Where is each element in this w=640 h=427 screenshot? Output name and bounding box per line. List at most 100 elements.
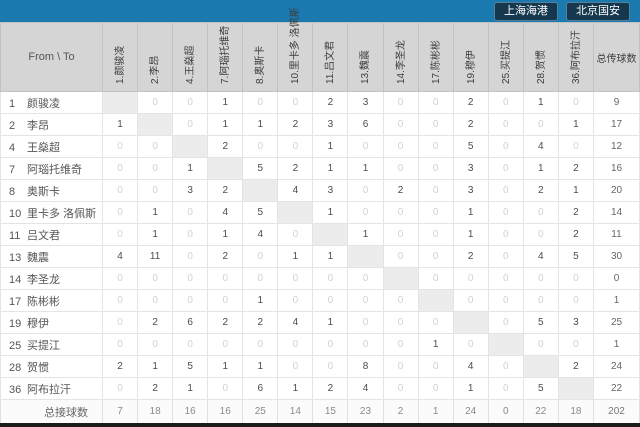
pass-count-cell: 2 <box>557 201 595 224</box>
pass-count-cell: 0 <box>277 333 314 356</box>
column-total-cell: 15 <box>312 399 349 426</box>
pass-count-cell: 0 <box>417 157 454 180</box>
row-total-cell: 17 <box>593 113 640 136</box>
pass-count-cell: 2 <box>312 377 349 400</box>
pass-count-cell: 5 <box>172 355 209 378</box>
pass-count-cell: 0 <box>487 201 524 224</box>
pass-count-cell: 1 <box>101 113 139 136</box>
totals-row: 总接球数 7 18 16 16 25 14 15 23 2 1 24 0 22 18 202 <box>0 399 640 426</box>
column-total-cell: 18 <box>557 399 595 426</box>
row-label-player: 4 王燊超 <box>0 135 103 158</box>
column-header-label: 11.吕文君 <box>325 40 337 84</box>
pass-count-cell: 0 <box>382 355 419 378</box>
pass-count-cell: 0 <box>242 135 279 158</box>
pass-count-cell <box>312 223 349 246</box>
pass-count-cell: 5 <box>557 245 595 268</box>
pass-count-cell: 0 <box>487 223 524 246</box>
pass-count-cell: 0 <box>382 311 419 334</box>
pass-count-cell: 0 <box>172 289 209 312</box>
pass-count-cell: 0 <box>277 223 314 246</box>
pass-count-cell <box>347 245 384 268</box>
pass-count-cell: 0 <box>312 267 349 290</box>
team-button-beijing-guoan[interactable]: 北京国安 <box>566 1 630 21</box>
pass-count-cell: 0 <box>417 245 454 268</box>
table-row: 7 阿瑙托维奇 0 0 1 5 2 1 1 0 0 3 0 1 2 16 <box>0 157 640 180</box>
table-row: 8 奥斯卡 0 0 3 2 4 3 0 2 0 3 0 2 1 20 <box>0 179 640 202</box>
pass-count-cell: 2 <box>557 355 595 378</box>
pass-count-cell <box>101 91 139 114</box>
pass-count-cell: 0 <box>487 113 524 136</box>
pass-count-cell: 4 <box>277 179 314 202</box>
pass-count-cell: 0 <box>172 223 209 246</box>
pass-count-cell: 1 <box>452 377 489 400</box>
pass-count-cell: 5 <box>522 377 559 400</box>
pass-count-cell: 0 <box>172 91 209 114</box>
pass-count-cell: 0 <box>382 377 419 400</box>
pass-count-cell <box>487 333 524 356</box>
row-total-cell: 24 <box>593 355 640 378</box>
pass-count-cell: 0 <box>417 267 454 290</box>
pass-count-cell: 1 <box>452 201 489 224</box>
total-received-row-label: 总接球数 <box>0 399 103 426</box>
corner-from-to-label: From \ To <box>0 22 103 92</box>
pass-count-cell: 0 <box>557 289 595 312</box>
pass-count-cell: 5 <box>522 311 559 334</box>
pass-count-cell: 1 <box>522 91 559 114</box>
pass-count-cell: 0 <box>557 91 595 114</box>
pass-count-cell: 0 <box>242 333 279 356</box>
pass-count-cell: 6 <box>172 311 209 334</box>
team-button-shanghai-port[interactable]: 上海海港 <box>494 1 558 21</box>
pass-count-cell: 6 <box>242 377 279 400</box>
column-header-label: 25.买提江 <box>500 40 512 84</box>
pass-count-cell: 0 <box>137 333 174 356</box>
pass-count-cell: 1 <box>312 245 349 268</box>
column-total-cell: 2 <box>382 399 419 426</box>
column-header-label: 8.奥斯卡 <box>255 45 267 84</box>
pass-count-cell <box>417 289 454 312</box>
pass-count-cell: 1 <box>347 157 384 180</box>
column-total-cell: 1 <box>417 399 454 426</box>
pass-count-cell: 0 <box>277 135 314 158</box>
pass-count-cell: 0 <box>487 311 524 334</box>
pass-count-cell: 3 <box>452 179 489 202</box>
pass-count-cell: 0 <box>417 223 454 246</box>
table-row: 13 魏震 4 11 0 2 0 1 1 0 0 2 0 4 5 30 <box>0 245 640 268</box>
pass-count-cell: 1 <box>277 245 314 268</box>
pass-count-cell: 0 <box>347 289 384 312</box>
column-header-label: 17.陈彬彬 <box>430 40 442 84</box>
column-header-player: 14.李圣龙 <box>382 22 419 92</box>
pass-count-cell: 0 <box>417 201 454 224</box>
pass-count-cell: 2 <box>207 135 244 158</box>
table-row: 4 王燊超 0 0 2 0 0 1 0 0 0 5 0 4 0 12 <box>0 135 640 158</box>
pass-count-cell: 0 <box>487 355 524 378</box>
pass-count-cell: 0 <box>242 91 279 114</box>
pass-count-cell: 0 <box>487 377 524 400</box>
pass-count-cell: 0 <box>347 179 384 202</box>
column-header-label: 28.贺惯 <box>535 50 547 84</box>
pass-count-cell: 0 <box>137 91 174 114</box>
pass-count-cell: 1 <box>137 223 174 246</box>
pass-count-cell: 0 <box>101 333 139 356</box>
pass-count-cell: 4 <box>347 377 384 400</box>
pass-count-cell: 0 <box>487 157 524 180</box>
pass-count-cell: 1 <box>522 157 559 180</box>
pass-count-cell: 0 <box>101 201 139 224</box>
pass-count-cell: 2 <box>137 377 174 400</box>
row-total-cell: 12 <box>593 135 640 158</box>
pass-count-cell: 0 <box>417 355 454 378</box>
pass-count-cell: 3 <box>557 311 595 334</box>
column-header-label: 1.颜骏凌 <box>115 45 127 84</box>
pass-count-cell: 0 <box>522 289 559 312</box>
pass-count-cell: 0 <box>452 333 489 356</box>
pass-count-cell: 0 <box>277 289 314 312</box>
pass-count-cell <box>172 135 209 158</box>
row-total-cell: 20 <box>593 179 640 202</box>
pass-count-cell: 1 <box>312 135 349 158</box>
row-label-player: 8 奥斯卡 <box>0 179 103 202</box>
row-total-cell: 1 <box>593 333 640 356</box>
column-header-label: 14.李圣龙 <box>395 40 407 84</box>
pass-count-cell: 3 <box>312 179 349 202</box>
row-label-player: 7 阿瑙托维奇 <box>0 157 103 180</box>
column-header-label: 13.魏震 <box>360 50 372 84</box>
pass-count-cell: 1 <box>242 113 279 136</box>
